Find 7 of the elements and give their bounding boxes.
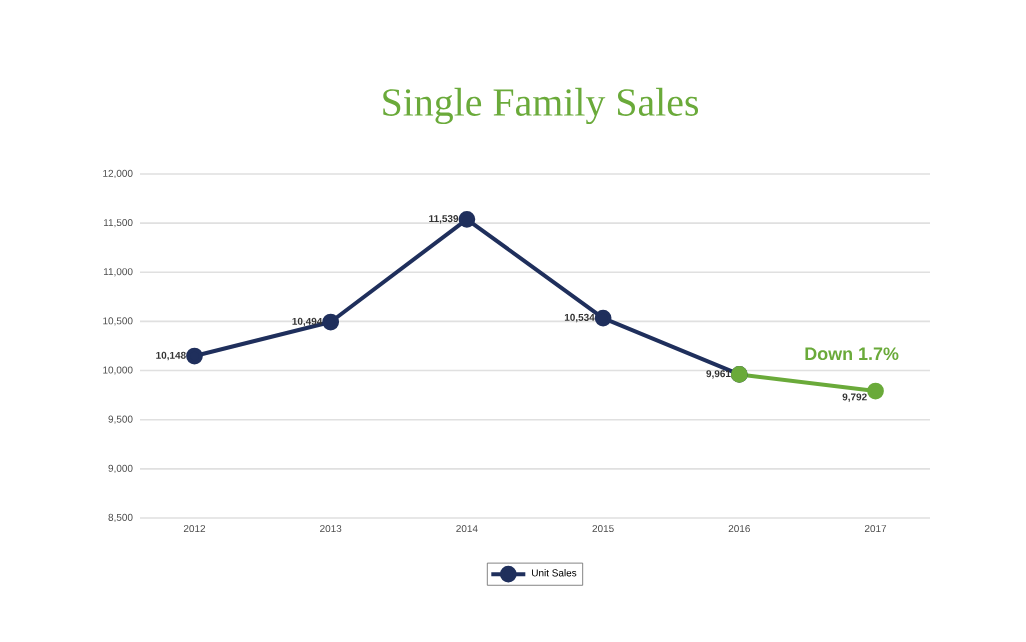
point — [458, 210, 476, 228]
point — [186, 347, 203, 365]
annotation: Down 1.7% — [805, 347, 899, 361]
chart-title: Single Family Sales — [383, 87, 699, 125]
point — [867, 382, 884, 400]
point — [594, 309, 612, 327]
point — [322, 313, 340, 331]
